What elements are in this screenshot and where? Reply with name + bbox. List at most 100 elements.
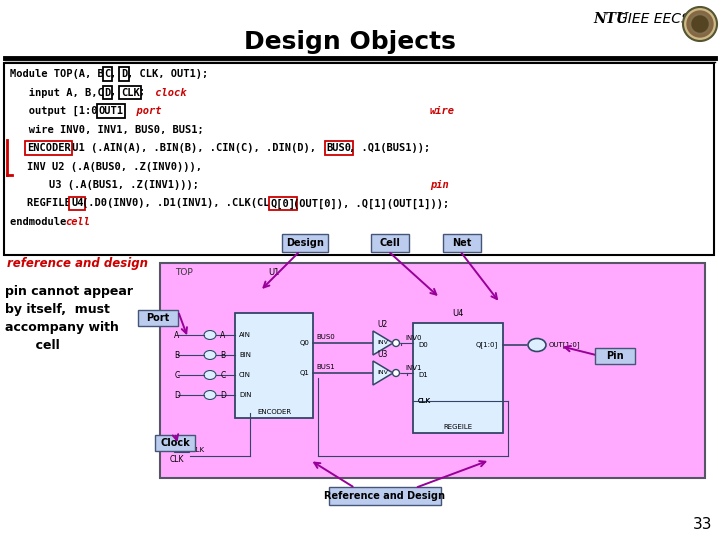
Text: D0: D0 (418, 342, 428, 348)
Text: REGFILE: REGFILE (27, 199, 76, 208)
Text: D: D (121, 69, 127, 79)
Text: Design Objects: Design Objects (244, 30, 456, 54)
Text: BUS1: BUS1 (316, 364, 335, 370)
Text: (OUT[0]), .Q[1](OUT[1]));: (OUT[0]), .Q[1](OUT[1])); (293, 199, 449, 209)
Text: ,: , (110, 69, 122, 79)
FancyBboxPatch shape (413, 323, 503, 433)
Text: INV: INV (377, 341, 388, 346)
Text: Port: Port (146, 313, 170, 323)
Text: NTU: NTU (593, 12, 628, 26)
Text: A: A (174, 330, 179, 340)
Circle shape (392, 369, 400, 376)
Text: B: B (220, 350, 225, 360)
Text: endmodule: endmodule (10, 217, 73, 227)
Text: output [1:0]: output [1:0] (10, 106, 110, 116)
FancyBboxPatch shape (174, 442, 189, 452)
Text: Design: Design (286, 238, 324, 248)
Ellipse shape (204, 350, 216, 360)
Text: U4: U4 (452, 309, 464, 318)
Text: Cell: Cell (379, 238, 400, 248)
FancyBboxPatch shape (329, 487, 441, 505)
Text: , .Q1(BUS1));: , .Q1(BUS1)); (348, 143, 430, 153)
Text: TOP: TOP (175, 268, 193, 277)
Polygon shape (373, 361, 393, 385)
Text: B: B (174, 350, 179, 360)
FancyBboxPatch shape (235, 313, 313, 418)
Text: U3 (.A(BUS1, .Z(INV1)));: U3 (.A(BUS1, .Z(INV1))); (49, 180, 199, 190)
Text: ,: , (110, 87, 122, 98)
Text: U3: U3 (378, 350, 388, 359)
FancyBboxPatch shape (160, 263, 705, 478)
Text: C: C (174, 370, 179, 380)
Text: , CLK, OUT1);: , CLK, OUT1); (127, 69, 208, 79)
Text: Q1: Q1 (299, 370, 309, 376)
Text: Net: Net (452, 238, 472, 248)
FancyBboxPatch shape (371, 234, 409, 252)
Circle shape (692, 16, 708, 32)
Text: ENCODER: ENCODER (27, 143, 71, 153)
Text: Pin: Pin (606, 351, 624, 361)
Circle shape (687, 11, 713, 37)
Text: BIN: BIN (239, 352, 251, 358)
Text: DIN: DIN (239, 392, 251, 398)
Text: INV1: INV1 (405, 365, 421, 371)
Text: U1 (.AIN(A), .BIN(B), .CIN(C), .DIN(D), .Q0: U1 (.AIN(A), .BIN(B), .CIN(C), .DIN(D), … (66, 143, 347, 153)
Text: ;: ; (138, 87, 144, 98)
Text: CLK: CLK (121, 87, 140, 98)
Text: INV: INV (377, 370, 388, 375)
Text: Reference and Design: Reference and Design (325, 491, 446, 501)
Text: OUT[1:0]: OUT[1:0] (549, 342, 580, 348)
Text: wire: wire (430, 106, 455, 116)
Text: port: port (124, 106, 161, 116)
Text: AIN: AIN (239, 332, 251, 338)
Text: 33: 33 (693, 517, 712, 532)
Text: BUS0: BUS0 (316, 334, 335, 340)
Text: D: D (220, 390, 226, 400)
Circle shape (392, 340, 400, 347)
Text: U4: U4 (71, 199, 84, 208)
Text: clock: clock (149, 87, 186, 98)
Text: reference and design: reference and design (7, 257, 148, 270)
Text: D1: D1 (418, 372, 428, 378)
Ellipse shape (204, 330, 216, 340)
Polygon shape (373, 331, 393, 355)
Text: U1: U1 (269, 268, 279, 277)
Circle shape (683, 7, 717, 41)
FancyBboxPatch shape (155, 435, 195, 451)
Ellipse shape (204, 370, 216, 380)
Text: CIN: CIN (239, 372, 251, 378)
Text: D: D (104, 87, 111, 98)
Text: BUS0: BUS0 (326, 143, 351, 153)
Text: A: A (220, 330, 225, 340)
FancyBboxPatch shape (138, 310, 178, 326)
Text: D: D (174, 390, 180, 400)
Text: INV U2 (.A(BUS0, .Z(INV0))),: INV U2 (.A(BUS0, .Z(INV0))), (27, 161, 202, 172)
FancyBboxPatch shape (595, 348, 635, 364)
Text: cell: cell (66, 217, 91, 227)
Text: n: n (179, 435, 185, 444)
Text: INV0: INV0 (405, 335, 421, 341)
FancyBboxPatch shape (4, 63, 714, 255)
Text: C: C (104, 69, 111, 79)
Text: Q0: Q0 (299, 340, 309, 346)
Text: CLK: CLK (170, 456, 184, 464)
Text: U2: U2 (378, 320, 388, 329)
Text: ENCODER: ENCODER (257, 409, 291, 415)
Text: Clock: Clock (160, 438, 190, 448)
Text: CLK: CLK (192, 447, 205, 453)
Text: pin: pin (430, 180, 449, 190)
Text: wire INV0, INV1, BUS0, BUS1;: wire INV0, INV1, BUS0, BUS1; (10, 125, 204, 134)
Ellipse shape (528, 339, 546, 352)
Text: Q[1:0]: Q[1:0] (476, 342, 498, 348)
Text: Q[0]: Q[0] (271, 199, 296, 209)
Text: Module TOP(A, B,: Module TOP(A, B, (10, 69, 116, 79)
Text: pin cannot appear
by itself,  must
accompany with
       cell: pin cannot appear by itself, must accomp… (5, 285, 133, 352)
Text: GIEE EECS: GIEE EECS (617, 12, 690, 26)
FancyBboxPatch shape (443, 234, 481, 252)
Text: OUT1: OUT1 (99, 106, 124, 116)
Text: REGEILE: REGEILE (444, 424, 472, 430)
Text: C: C (220, 370, 225, 380)
Text: CLK: CLK (418, 398, 431, 404)
Ellipse shape (204, 390, 216, 400)
Text: input A, B,C,: input A, B,C, (10, 87, 116, 98)
